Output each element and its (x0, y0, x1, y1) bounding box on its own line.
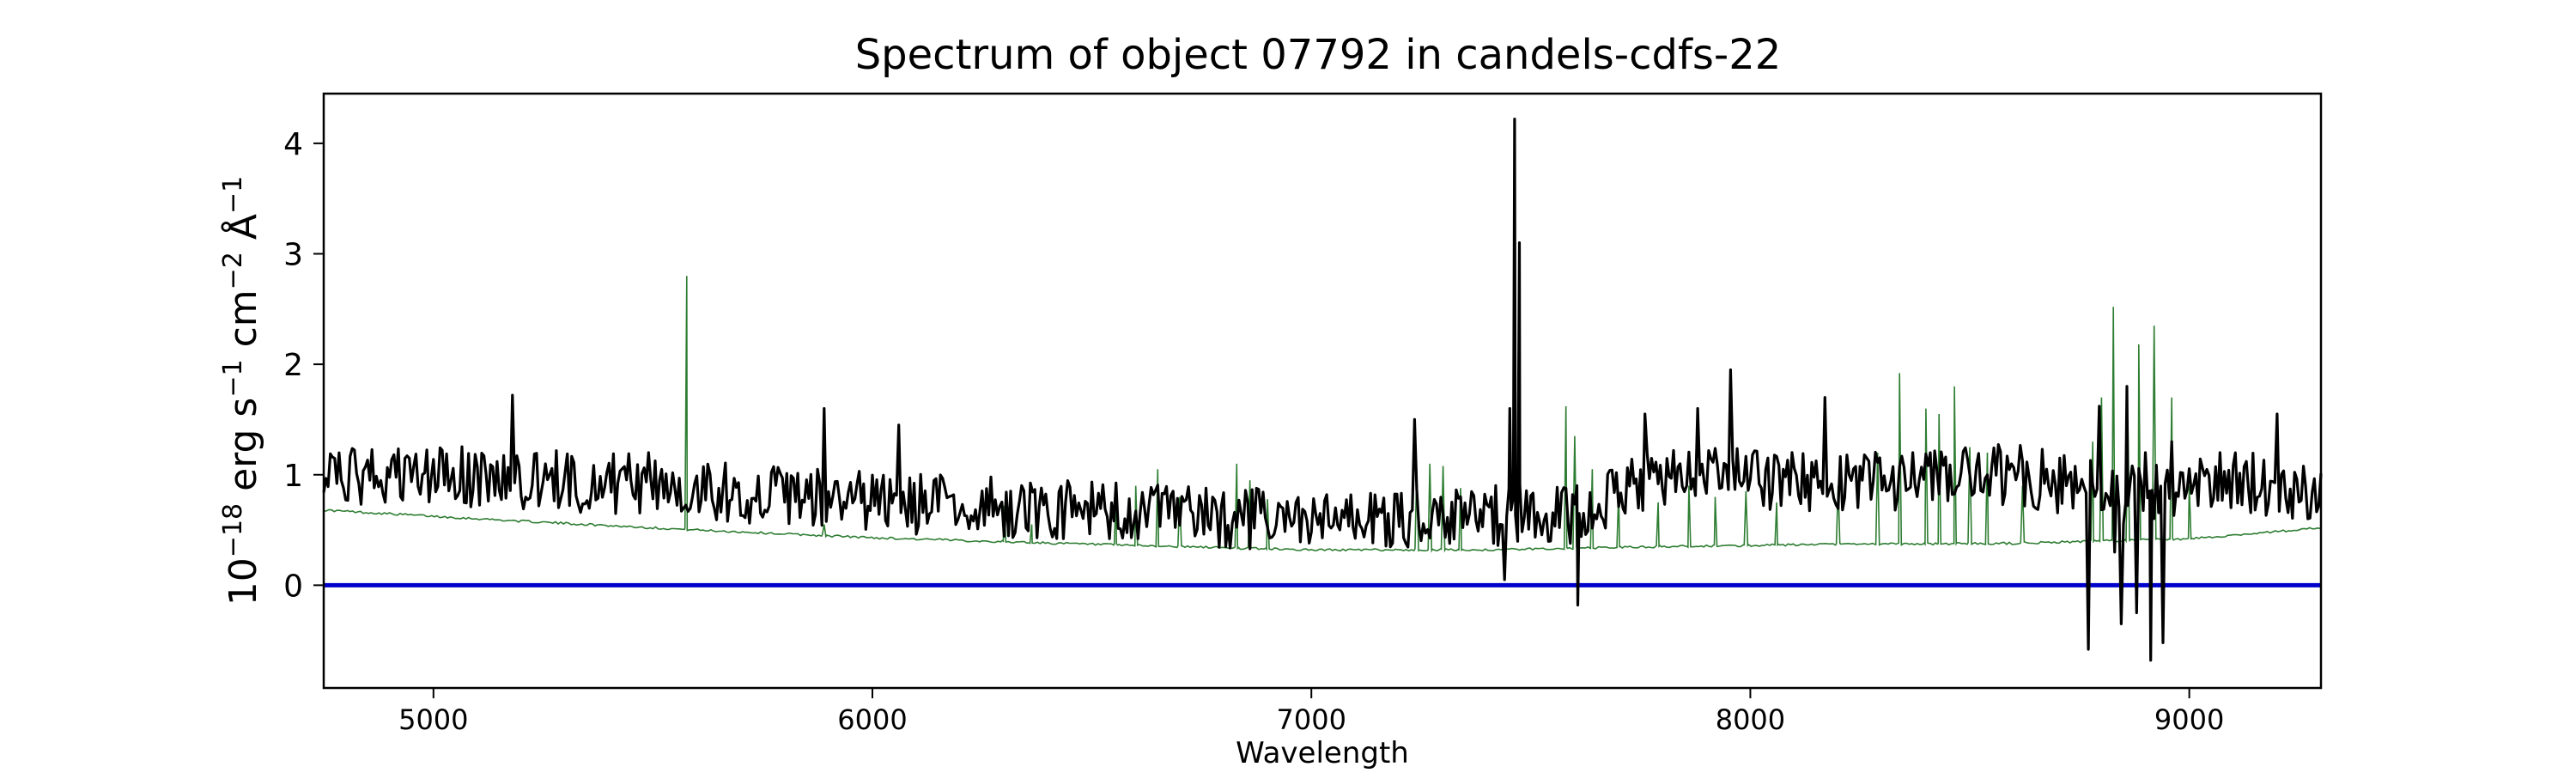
plot-area (322, 92, 2323, 690)
model-spectrum-line (323, 276, 2321, 553)
x-tick-label: 9000 (2154, 703, 2224, 736)
x-tick-label: 8000 (1716, 703, 1785, 736)
chart-title: Spectrum of object 07792 in candels-cdfs… (855, 31, 1782, 79)
x-axis-ticks: 5000 6000 7000 8000 9000 (398, 688, 2224, 736)
x-tick-label: 5000 (398, 703, 468, 736)
x-tick-label: 6000 (837, 703, 907, 736)
observed-spectrum-line (322, 118, 2323, 662)
plot-frame (322, 92, 2323, 690)
series-layer (322, 118, 2323, 662)
y-tick-label: 2 (283, 348, 303, 383)
y-tick-label: 1 (283, 459, 303, 494)
y-tick-label: 0 (283, 569, 303, 604)
y-tick-label: 4 (283, 127, 303, 162)
y-tick-label: 3 (283, 238, 303, 273)
y-axis-label: 10−18 erg s−1 cm−2 Å−1 (218, 176, 266, 606)
x-tick-label: 7000 (1277, 703, 1346, 736)
x-axis-label: Wavelength (1236, 736, 1409, 770)
y-axis-ticks: 0 1 2 3 4 (283, 127, 324, 604)
